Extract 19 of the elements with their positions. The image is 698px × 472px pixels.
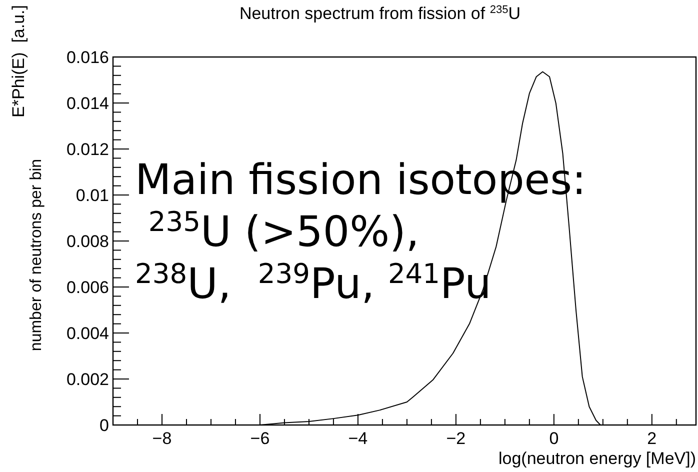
text: number of neutrons per bin	[28, 158, 45, 352]
chart-title: Neutron spectrum from fission of $^{235}$U	[239, 4, 521, 23]
y-tick-label: 0.014	[66, 94, 109, 113]
x-tick-label: −6	[250, 429, 270, 448]
y-axis-title: E*Phi(E) [a.u.]	[9, 5, 28, 118]
x-tick-label: −4	[348, 429, 368, 448]
x-tick-label: 2	[647, 429, 657, 448]
y-tick-label: 0.006	[66, 278, 109, 297]
y-tick-label: 0.002	[66, 370, 109, 389]
y-tick-label: 0.012	[66, 140, 109, 159]
y-tick-label: 0.008	[66, 232, 109, 251]
y-tick-label: 0.004	[66, 324, 109, 343]
y-tick-label: 0.016	[66, 48, 109, 67]
x-tick-label: 0	[549, 429, 559, 448]
x-tick-label: −8	[152, 429, 172, 448]
y-tick-label: 0	[100, 416, 109, 435]
x-tick-label: −2	[446, 429, 466, 448]
x-axis-title: log(neutron energy [MeV])	[498, 449, 696, 468]
y-tick-label: 0.01	[76, 186, 109, 205]
